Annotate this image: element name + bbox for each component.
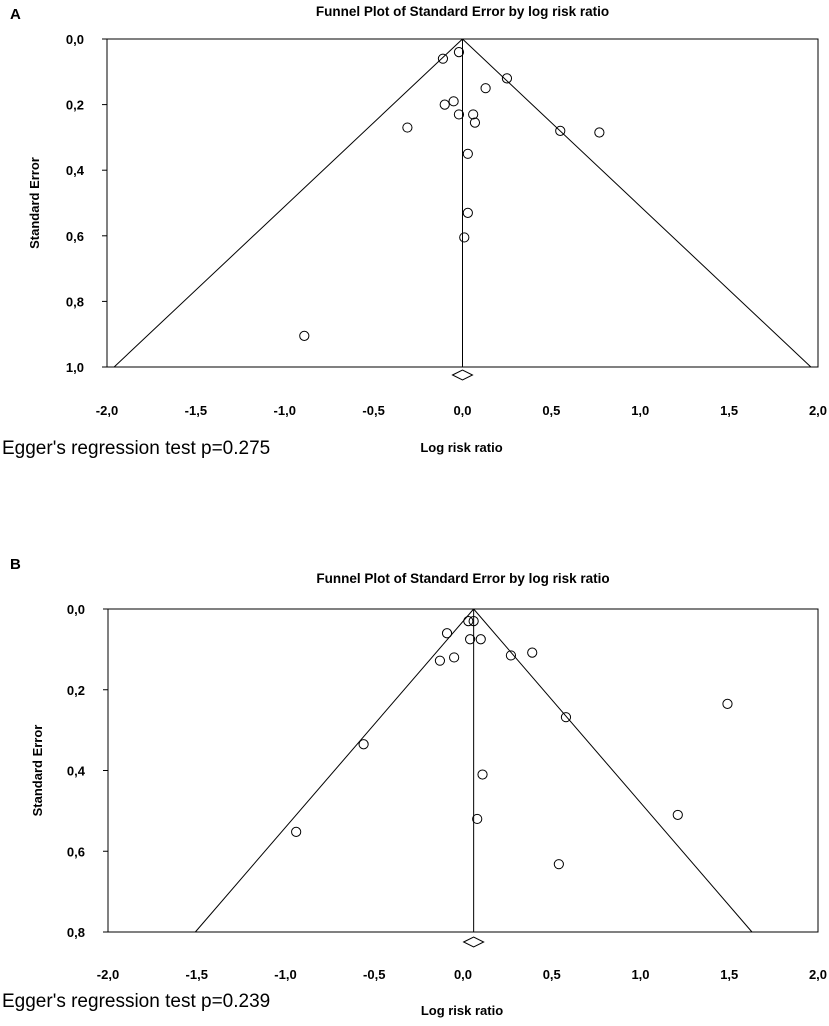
y-tick-label: 0,2: [67, 683, 85, 698]
y-tick-label: 0,0: [66, 32, 84, 47]
x-tick-label: -0,5: [362, 403, 384, 418]
study-point: [449, 652, 460, 663]
x-tick-label: 0,5: [542, 403, 560, 418]
egger-test-a: Egger's regression test p=0.275: [2, 438, 271, 459]
y-tick-label: 0,4: [66, 163, 85, 178]
funnel-right-line: [473, 608, 753, 933]
study-point: [402, 122, 413, 133]
study-point: [480, 83, 491, 94]
study-point: [448, 96, 459, 107]
x-tick-label: -1,0: [274, 403, 296, 418]
study-point: [475, 634, 486, 645]
study-point: [291, 826, 302, 837]
x-axis-label: Log risk ratio: [420, 440, 502, 455]
panel-label-b: B: [10, 556, 21, 573]
y-tick-label: 0,6: [67, 844, 85, 859]
y-tick-label: 0,2: [66, 98, 84, 113]
study-point: [459, 232, 470, 243]
x-tick-label: 0,0: [453, 403, 471, 418]
study-point: [501, 73, 513, 84]
study-point: [358, 739, 369, 750]
funnel-plot-panel-b: B Funnel Plot of Standard Error by log r…: [0, 550, 829, 1026]
study-point: [560, 712, 572, 723]
study-point: [462, 207, 473, 218]
x-tick-label: -0,5: [363, 967, 385, 982]
study-point: [462, 148, 473, 159]
x-tick-label: -1,5: [186, 967, 208, 982]
study-point: [594, 127, 605, 138]
x-tick-label: 2,0: [809, 967, 827, 982]
y-tick-label: 1,0: [66, 360, 84, 375]
x-tick-label: 2,0: [809, 403, 827, 418]
study-point: [453, 47, 465, 58]
egger-test-b: Egger's regression test p=0.239: [2, 991, 271, 1012]
plot-frame: [107, 608, 819, 933]
funnel-plot-panel-a: A Funnel Plot of Standard Error by log r…: [0, 0, 829, 490]
study-point: [672, 809, 683, 821]
study-point: [469, 117, 481, 128]
study-point: [472, 813, 483, 825]
study-point: [441, 628, 453, 639]
x-tick-label: 1,5: [720, 403, 738, 418]
panel-label-a: A: [10, 6, 21, 23]
y-axis-label: Standard Error: [27, 157, 42, 249]
y-tick-label: 0,8: [66, 294, 84, 309]
study-point: [434, 655, 446, 666]
x-tick-label: 1,5: [720, 967, 738, 982]
funnel-left-line: [194, 608, 475, 933]
study-point: [527, 647, 538, 658]
funnel-left-line: [113, 38, 463, 368]
x-tick-label: -2,0: [97, 967, 119, 982]
study-point: [463, 616, 474, 627]
y-axis-label: Standard Error: [30, 725, 45, 817]
study-point: [505, 650, 517, 661]
study-point: [468, 616, 479, 627]
study-point: [465, 634, 476, 645]
chart-title: Funnel Plot of Standard Error by log ris…: [316, 4, 609, 19]
study-point: [555, 125, 566, 136]
x-tick-label: 0,5: [543, 967, 561, 982]
x-tick-label: 1,0: [631, 967, 649, 982]
pooled-estimate-diamond: [451, 369, 474, 381]
x-tick-label: -2,0: [96, 403, 118, 418]
funnel-plot-b: Funnel Plot of Standard Error by log ris…: [30, 571, 827, 1018]
pooled-estimate-diamond: [462, 936, 485, 948]
x-tick-label: 0,0: [454, 967, 472, 982]
study-point: [439, 99, 450, 110]
chart-title: Funnel Plot of Standard Error by log ris…: [316, 571, 609, 586]
study-point: [468, 109, 479, 120]
study-point: [299, 330, 310, 341]
y-tick-label: 0,8: [67, 925, 85, 940]
y-tick-label: 0,6: [66, 229, 84, 244]
study-point: [553, 859, 564, 870]
y-tick-label: 0,0: [67, 602, 85, 617]
study-point: [722, 698, 733, 709]
x-axis-label: Log risk ratio: [421, 1003, 503, 1018]
funnel-right-line: [462, 38, 812, 368]
funnel-plot-a: Funnel Plot of Standard Error by log ris…: [27, 4, 827, 455]
x-tick-label: 1,0: [631, 403, 649, 418]
study-point: [437, 53, 449, 64]
study-point: [477, 769, 488, 780]
x-tick-label: -1,5: [185, 403, 207, 418]
study-point: [453, 109, 465, 120]
y-tick-label: 0,4: [67, 764, 86, 779]
x-tick-label: -1,0: [274, 967, 296, 982]
